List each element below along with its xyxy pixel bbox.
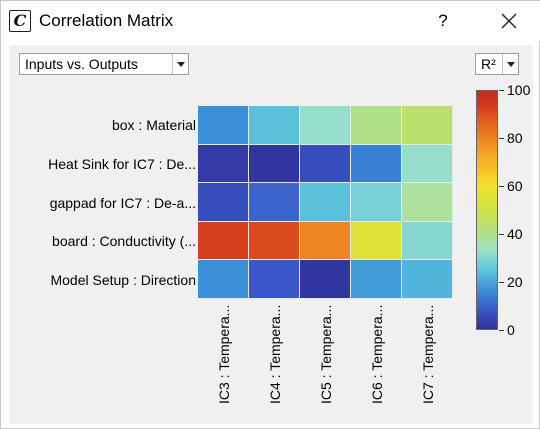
column-label: IC7 : Tempera... xyxy=(419,304,436,404)
colorbar-tick-label: 60 xyxy=(507,178,523,194)
chevron-down-icon xyxy=(507,62,515,67)
column-label: IC6 : Tempera... xyxy=(368,304,385,404)
heatmap-cell[interactable] xyxy=(351,144,402,184)
chart-panel: Inputs vs. Outputs R² box : Material Heat… xyxy=(9,45,533,424)
heatmap-cell[interactable] xyxy=(249,144,300,184)
column-label: IC5 : Tempera... xyxy=(317,304,334,404)
heatmap-cell[interactable] xyxy=(249,183,300,222)
colorbar-tick-label: 20 xyxy=(507,274,523,290)
metric-select[interactable]: R² xyxy=(475,53,519,75)
colorbar-tick xyxy=(499,282,504,283)
colorbar-tick xyxy=(499,90,504,91)
app-logo-icon: C xyxy=(9,10,31,32)
colorbar-tick-label: 40 xyxy=(507,226,523,242)
heatmap-cell[interactable] xyxy=(402,183,453,222)
heatmap-cell[interactable] xyxy=(198,260,249,299)
colorbar-tick xyxy=(499,138,504,139)
colorbar-tick-label: 0 xyxy=(507,322,515,338)
heatmap-cell[interactable] xyxy=(198,221,249,261)
view-select-value: Inputs vs. Outputs xyxy=(25,56,138,72)
heatmap-cell[interactable] xyxy=(198,144,249,184)
close-button[interactable] xyxy=(495,7,523,35)
row-label: gappad for IC7 : De-a... xyxy=(49,194,196,211)
heatmap-cell[interactable] xyxy=(249,260,300,299)
colorbar-tick-label: 80 xyxy=(507,130,523,146)
view-select-dropdown[interactable] xyxy=(172,54,188,74)
help-button[interactable]: ? xyxy=(438,11,448,30)
metric-select-dropdown[interactable] xyxy=(502,54,518,74)
close-icon xyxy=(501,13,517,29)
heatmap-cell[interactable] xyxy=(300,183,351,222)
heatmap-cell[interactable] xyxy=(300,221,351,261)
heatmap-cell[interactable] xyxy=(198,106,249,145)
heatmap-cell[interactable] xyxy=(402,144,453,184)
heatmap-cell[interactable] xyxy=(300,106,351,145)
window-title: Correlation Matrix xyxy=(39,11,174,30)
heatmap-cell[interactable] xyxy=(351,106,402,145)
chevron-down-icon xyxy=(177,62,185,67)
heatmap-cell[interactable] xyxy=(402,221,453,261)
heatmap-cell[interactable] xyxy=(351,183,402,222)
colorbar-tick xyxy=(499,330,504,331)
heatmap-cell[interactable] xyxy=(351,260,402,299)
row-label: box : Material xyxy=(111,117,196,134)
metric-select-value: R² xyxy=(481,56,496,72)
colorbar-tick xyxy=(499,186,504,187)
heatmap-cell[interactable] xyxy=(198,183,249,222)
heatmap-cell[interactable] xyxy=(351,221,402,261)
heatmap-cell[interactable] xyxy=(249,106,300,145)
row-label: board : Conductivity (... xyxy=(52,233,196,250)
view-select[interactable]: Inputs vs. Outputs xyxy=(19,53,189,75)
heatmap-cell[interactable] xyxy=(402,260,453,299)
row-label: Heat Sink for IC7 : De... xyxy=(48,155,196,172)
column-label: IC4 : Tempera... xyxy=(266,304,283,404)
colorbar-tick-label: 100 xyxy=(507,82,531,98)
title-bar: C Correlation Matrix ? xyxy=(1,1,540,41)
colorbar xyxy=(476,90,498,330)
heatmap-cell[interactable] xyxy=(402,106,453,145)
heatmap-cell[interactable] xyxy=(300,144,351,184)
column-label: IC3 : Tempera... xyxy=(215,304,232,404)
correlation-heatmap[interactable] xyxy=(198,106,453,299)
colorbar-tick xyxy=(499,234,504,235)
heatmap-cell[interactable] xyxy=(249,221,300,261)
row-label: Model Setup : Direction xyxy=(50,271,196,288)
heatmap-cell[interactable] xyxy=(300,260,351,299)
